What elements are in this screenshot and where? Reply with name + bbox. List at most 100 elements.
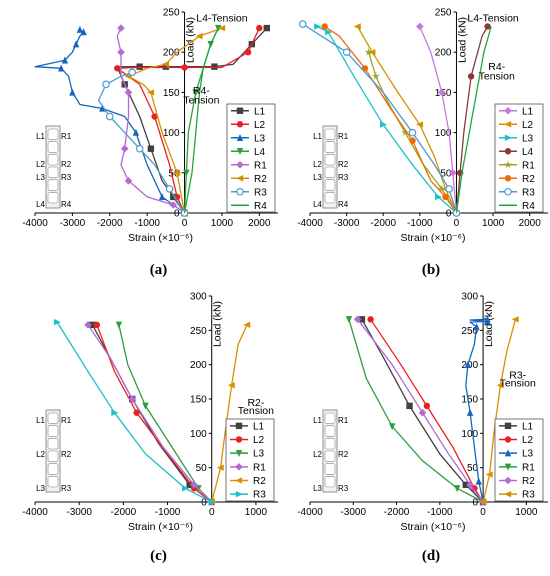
legend-label: L1 <box>254 106 266 117</box>
x-tick-label: 1000 <box>211 218 234 229</box>
data-point-R3 <box>479 498 487 506</box>
series-L2 <box>93 321 215 506</box>
schematic-label-left: L3 <box>36 484 45 493</box>
data-point-L1 <box>162 63 170 70</box>
schematic-label-left: L2 <box>313 450 322 459</box>
data-point-L1 <box>147 145 155 152</box>
x-tick-label: -4000 <box>297 507 323 518</box>
data-point-R3 <box>111 409 119 416</box>
schematic-label-right: R2 <box>338 450 349 459</box>
data-point-L2 <box>367 316 374 323</box>
legend-marker <box>235 449 243 457</box>
schematic-label-right: R1 <box>338 416 349 425</box>
chart-panel-b: -4000-3000-2000-100001000200005010015020… <box>297 8 548 278</box>
x-tick-label: -2000 <box>370 218 396 229</box>
data-point-L4 <box>192 89 199 97</box>
data-point-L3 <box>69 88 76 96</box>
schematic-label-left: L4 <box>313 200 322 209</box>
legend-marker <box>504 449 512 457</box>
schematic-cell <box>47 412 59 424</box>
series-L3 <box>34 25 188 217</box>
panel-label: (d) <box>422 548 440 564</box>
series-line-L3 <box>118 324 213 503</box>
legend-box <box>494 103 544 213</box>
x-tick-label: -3000 <box>340 507 366 518</box>
data-point-L1 <box>211 63 218 70</box>
legend-box <box>226 103 276 213</box>
data-point-R2 <box>218 24 226 32</box>
y-tick-label: 250 <box>461 326 478 337</box>
legend-marker <box>236 133 244 141</box>
y-tick-label: 250 <box>163 8 180 19</box>
legend-label: R1 <box>253 462 266 473</box>
x-tick-label: 0 <box>480 507 486 518</box>
annotation: R3- <box>509 369 526 381</box>
y-tick-label: 0 <box>201 498 207 509</box>
data-point-R3 <box>105 112 114 121</box>
x-tick-label: 0 <box>209 507 215 518</box>
data-point-R3 <box>102 80 110 89</box>
data-point-R3 <box>165 185 174 193</box>
data-point-L3 <box>57 64 65 72</box>
data-point-L3 <box>314 23 322 30</box>
schematic-label-right: R3 <box>61 484 72 493</box>
legend-marker <box>235 436 243 443</box>
y-tick-label: 50 <box>196 463 208 474</box>
y-tick-label: 100 <box>461 429 478 440</box>
series-line-L3 <box>465 318 489 503</box>
data-point-R1 <box>84 321 92 329</box>
legend: L1 L2 L3 L4 R1 R2 R3 R4 <box>226 103 276 213</box>
data-point-R1 <box>117 24 125 32</box>
data-point-R1 <box>169 201 178 209</box>
panel-label: (c) <box>150 548 167 564</box>
series-line-L1 <box>91 324 213 503</box>
y-tick-label: 50 <box>440 168 452 179</box>
y-tick-label: 0 <box>174 209 180 220</box>
data-point-L1 <box>263 24 270 32</box>
data-point-L1 <box>358 316 366 323</box>
legend-marker <box>235 490 243 498</box>
x-axis-title: Strain (×10⁻⁶) <box>400 521 465 533</box>
data-point-L2 <box>151 113 158 120</box>
schematic-cell <box>324 425 336 437</box>
data-point-L1 <box>416 22 424 31</box>
data-point-R2 <box>216 464 224 471</box>
annotation: R2- <box>247 397 264 409</box>
beam-schematic: L1 R1 L2 R2 L3 R3 <box>313 409 349 493</box>
data-point-L1 <box>136 63 143 70</box>
x-tick-label: 2000 <box>248 218 271 229</box>
annotation: Tension <box>238 405 274 417</box>
series-line-R4 <box>455 26 492 214</box>
data-point-R2 <box>195 32 203 40</box>
data-point-R1 <box>345 316 353 324</box>
schematic-cell <box>47 425 59 437</box>
legend-marker <box>504 134 512 141</box>
data-point-L4 <box>484 23 491 30</box>
legend-marker <box>235 477 243 484</box>
x-tick-label: 2000 <box>519 218 542 229</box>
legend-marker <box>504 106 512 115</box>
legend-box <box>494 418 544 502</box>
legend-marker <box>504 436 512 443</box>
annotation: R4- <box>488 61 505 73</box>
data-point-L1 <box>462 481 469 489</box>
data-point-R1 <box>364 48 373 56</box>
legend-label: L3 <box>253 449 265 460</box>
x-tick-label: -3000 <box>66 507 92 518</box>
x-tick-label: -1000 <box>134 218 160 229</box>
data-point-L1 <box>186 481 193 489</box>
schematic-cell <box>324 476 336 488</box>
data-point-L3 <box>115 321 123 329</box>
data-point-R1 <box>190 481 198 489</box>
schematic-label-left: L2 <box>313 160 322 169</box>
data-point-R3 <box>496 382 504 389</box>
legend-label: R3 <box>522 187 535 198</box>
data-point-L1 <box>438 88 446 97</box>
data-point-L2 <box>256 24 263 32</box>
legend-label: L2 <box>253 435 265 446</box>
data-point-L3 <box>475 477 482 485</box>
data-point-L2 <box>244 49 252 56</box>
data-point-L2 <box>181 64 188 71</box>
legend-label: L4 <box>522 147 534 158</box>
data-point-L3 <box>99 104 106 112</box>
